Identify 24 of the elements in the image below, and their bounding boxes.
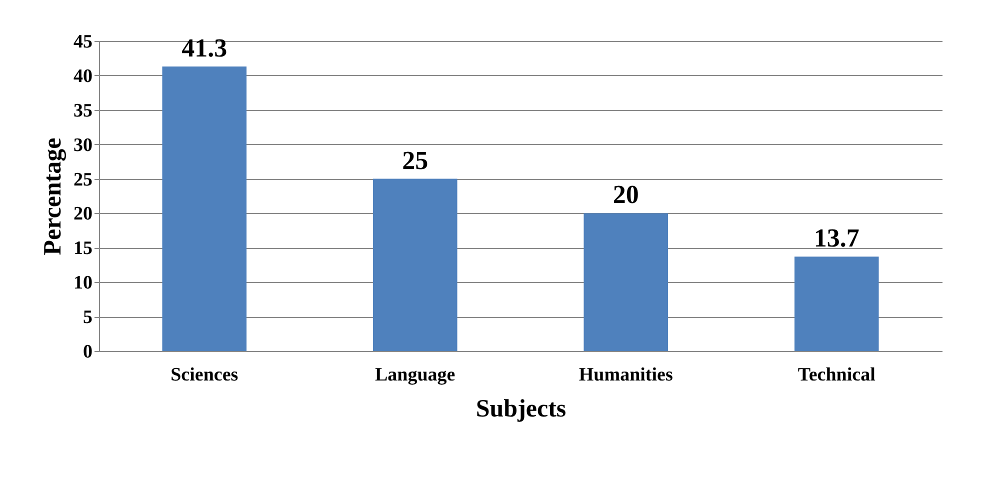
data-label: 41.3 — [182, 33, 228, 62]
y-axis-title: Percentage — [40, 138, 66, 256]
bar — [794, 256, 879, 351]
x-tick-label: Language — [375, 364, 456, 386]
y-tick-label: 10 — [74, 272, 92, 294]
y-tick-label: 15 — [74, 238, 92, 260]
y-tick-label: 45 — [74, 32, 92, 52]
y-tick-label: 5 — [83, 307, 92, 328]
bar — [372, 178, 458, 351]
y-tick-label: 0 — [83, 342, 92, 362]
bar — [162, 66, 247, 351]
data-label: 20 — [612, 180, 639, 210]
data-label: 25 — [402, 146, 428, 175]
data-label: 13.7 — [814, 224, 860, 253]
x-tick-label: Humanities — [578, 364, 673, 386]
y-tick-label: 30 — [74, 134, 92, 156]
y-tick-label: 25 — [74, 169, 92, 190]
y-tick-label: 40 — [74, 66, 92, 87]
bar — [584, 213, 668, 351]
x-tick-label: Sciences — [170, 364, 238, 386]
x-tick-label: Technical — [798, 364, 876, 386]
x-axis-title: Subjects — [476, 396, 566, 422]
y-tick-label: 20 — [74, 204, 92, 225]
y-tick-label: 35 — [74, 100, 92, 122]
